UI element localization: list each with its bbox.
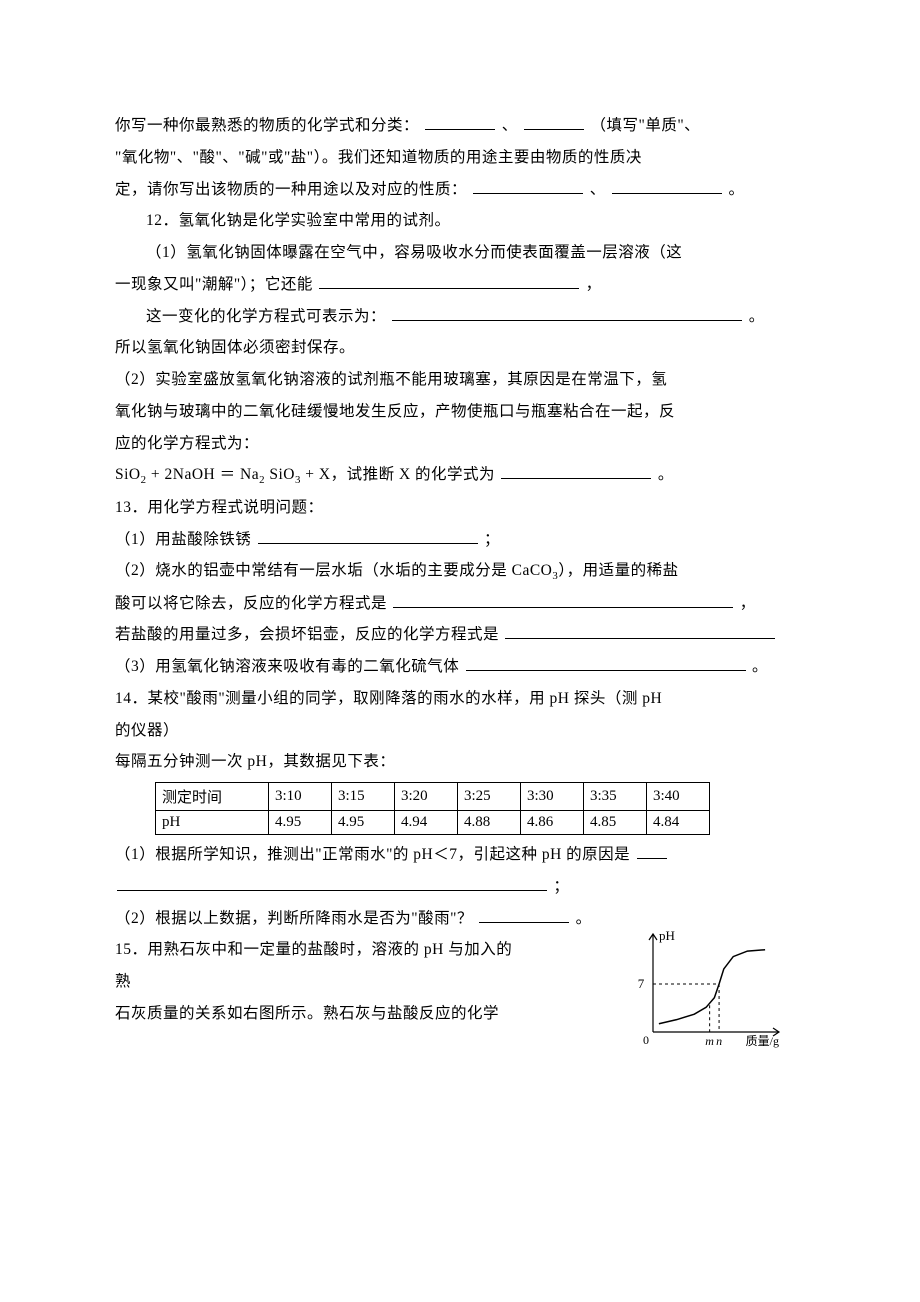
q13-head: 13．用化学方程式说明问题： (115, 492, 805, 524)
q11-line3: 定，请你写出该物质的一种用途以及对应的性质： 、 。 (115, 174, 805, 206)
q13-p3-b: 。 (752, 658, 768, 675)
table-cell: 4.88 (458, 811, 521, 835)
q11-tail: 。 (729, 181, 745, 198)
q12-p1b-a: 一现象又叫"潮解"）；它还能 (115, 276, 313, 293)
table-header-cell: 3:20 (395, 783, 458, 811)
q11-line1: 你写一种你最熟悉的物质的化学式和分类： 、 （填写"单质"、 (115, 110, 805, 142)
q12-eq-d: + X，试推断 X 的化学式为 (305, 466, 495, 483)
q13-p1-blank (258, 525, 478, 543)
q14-head-c: 每隔五分钟测一次 pH，其数据见下表： (115, 746, 805, 778)
q11-blank4 (612, 175, 722, 193)
q13-p2c: 若盐酸的用量过多，会损坏铝壶，反应的化学方程式是 (115, 619, 805, 651)
q12-p1c-a: 这一变化的化学方程式可表示为： (146, 308, 386, 325)
q14-p1-a: （1）根据所学知识，推测出"正常雨水"的 pH＜7，引起这种 pH 的原因是 (115, 846, 630, 863)
q12-p1a: （1）氢氧化钠固体曝露在空气中，容易吸收水分而使表面覆盖一层溶液（这 (115, 237, 805, 269)
q14-table: 测定时间3:103:153:203:253:303:353:40pH4.954.… (155, 782, 710, 835)
q13-p1: （1）用盐酸除铁锈 ； (115, 524, 805, 556)
q12-p1d: 所以氢氧化钠固体必须密封保存。 (115, 332, 805, 364)
svg-text:m: m (705, 1034, 714, 1048)
table-cell: pH (156, 811, 269, 835)
q14-p1-blank (637, 841, 667, 859)
q13-p1-b: ； (484, 531, 500, 548)
svg-text:n: n (716, 1034, 722, 1048)
table-cell: 4.94 (395, 811, 458, 835)
svg-text:7: 7 (638, 976, 645, 991)
q12-sub2a: 2 (141, 475, 147, 487)
q11-sep2: 、 (590, 181, 606, 198)
q12-eq-blank (501, 461, 651, 479)
q11-l3-a: 定，请你写出该物质的一种用途以及对应的性质： (115, 181, 467, 198)
table-cell: 4.84 (647, 811, 710, 835)
q13-p2b-b: ， (740, 595, 756, 612)
q12-p2c: 应的化学方程式为： (115, 428, 805, 460)
q11-blank3 (473, 175, 583, 193)
q12-p1c-blank (392, 303, 742, 321)
q14-head-a: 14．某校"酸雨"测量小组的同学，取刚降落的雨水的水样，用 pH 探头（测 pH (115, 683, 805, 715)
svg-text:质量/g: 质量/g (746, 1034, 779, 1048)
table-cell: 4.95 (332, 811, 395, 835)
q13-p3-blank (466, 653, 746, 671)
table-cell: 4.85 (584, 811, 647, 835)
q15-chart: pH 7 0 mn 质量/g (625, 924, 785, 1054)
q14-p2-blank (479, 905, 569, 923)
q12-eq-a: SiO (115, 466, 141, 483)
q12-p1b: 一现象又叫"潮解"）；它还能 ， (115, 269, 805, 301)
q13-p2b-a: 酸可以将它除去，反应的化学方程式是 (115, 595, 387, 612)
q14-p1-b: ； (553, 878, 569, 895)
ph-curve-chart: pH 7 0 mn 质量/g (625, 924, 785, 1054)
q11-sep1: 、 (502, 117, 518, 134)
q13-p3-a: （3）用氢氧化钠溶液来吸收有毒的二氧化硫气体 (115, 658, 459, 675)
q11-line2: "氧化物"、"酸"、"碱"或"盐"）。我们还知道物质的用途主要由物质的性质决 (115, 142, 805, 174)
q11-text-a: 你写一种你最熟悉的物质的化学式和分类： (115, 117, 419, 134)
q12-p2a: （2）实验室盛放氢氧化钠溶液的试剂瓶不能用玻璃塞，其原因是在常温下，氢 (115, 364, 805, 396)
q12-eq-b: + 2NaOH ＝ Na (151, 466, 259, 483)
q13-p2a: （2）烧水的铝壶中常结有一层水垢（水垢的主要成分是 CaCO3），用适量的稀盐 (115, 555, 805, 587)
q11-text-b: （填写"单质"、 (591, 117, 701, 134)
q12-sub3: 3 (295, 475, 301, 487)
q12-sub2b: 2 (259, 475, 265, 487)
q14-p1-line2: ； (115, 871, 805, 903)
q15-wrap: 15．用熟石灰中和一定量的盐酸时，溶液的 pH 与加入的 熟 石灰质量的关系如右… (115, 934, 805, 1029)
page: 你写一种你最熟悉的物质的化学式和分类： 、 （填写"单质"、 "氧化物"、"酸"… (0, 0, 920, 1302)
q14-p1-line2-blank (117, 873, 547, 891)
table-cell: 4.86 (521, 811, 584, 835)
q12-p1c: 这一变化的化学方程式可表示为： 。 (115, 301, 805, 333)
q12-eq-e: 。 (658, 466, 674, 483)
table-cell: 4.95 (269, 811, 332, 835)
q13-p2c-a: 若盐酸的用量过多，会损坏铝壶，反应的化学方程式是 (115, 626, 499, 643)
q12-p2b: 氧化钠与玻璃中的二氧化硅缓慢地发生反应，产物使瓶口与瓶塞粘合在一起，反 (115, 396, 805, 428)
q13-p2b: 酸可以将它除去，反应的化学方程式是 ， (115, 588, 805, 620)
q12-p1b-b: ， (586, 276, 602, 293)
q12-p1c-b: 。 (749, 308, 765, 325)
q11-blank2 (524, 112, 584, 130)
q14-p2-a: （2）根据以上数据，判断所降雨水是否为"酸雨"？ (115, 910, 473, 927)
table-header-cell: 测定时间 (156, 783, 269, 811)
q13-p1-a: （1）用盐酸除铁锈 (115, 531, 251, 548)
q13-p2a-text: （2）烧水的铝壶中常结有一层水垢（水垢的主要成分是 CaCO (115, 562, 552, 579)
q13-p3: （3）用氢氧化钠溶液来吸收有毒的二氧化硫气体 。 (115, 651, 805, 683)
q13-p2a-tail: ），用适量的稀盐 (558, 562, 678, 579)
q14-p1: （1）根据所学知识，推测出"正常雨水"的 pH＜7，引起这种 pH 的原因是 (115, 839, 805, 871)
q14-head-b: 的仪器） (115, 715, 805, 747)
table-header-cell: 3:35 (584, 783, 647, 811)
q13-p2c-blank (505, 621, 775, 639)
svg-text:pH: pH (659, 928, 675, 943)
table-header-cell: 3:25 (458, 783, 521, 811)
table-header-cell: 3:40 (647, 783, 710, 811)
q14-p2-b: 。 (576, 910, 592, 927)
table-header-cell: 3:15 (332, 783, 395, 811)
q12-p1b-blank (319, 271, 579, 289)
q12-eq-c: SiO (269, 466, 295, 483)
q13-p2b-blank (393, 590, 733, 608)
svg-text:0: 0 (643, 1033, 649, 1047)
q11-blank1 (425, 112, 495, 130)
q12-head: 12．氢氧化钠是化学实验室中常用的试剂。 (115, 205, 805, 237)
table-header-cell: 3:10 (269, 783, 332, 811)
q12-eq: SiO2 + 2NaOH ＝ Na2 SiO3 + X，试推断 X 的化学式为 … (115, 459, 805, 491)
table-header-cell: 3:30 (521, 783, 584, 811)
